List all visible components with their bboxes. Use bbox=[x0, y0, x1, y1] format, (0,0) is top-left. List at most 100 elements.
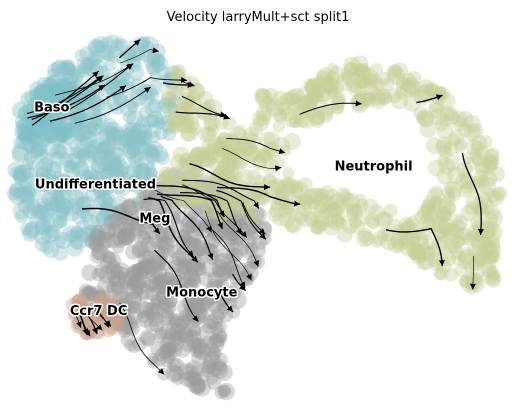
cell-point bbox=[125, 266, 142, 283]
cell-point bbox=[6, 186, 22, 201]
cell-point bbox=[367, 88, 385, 106]
cell-point bbox=[187, 372, 202, 387]
cell-point bbox=[206, 194, 220, 208]
cell-point bbox=[126, 132, 141, 148]
cell-point bbox=[213, 352, 228, 368]
cell-point bbox=[176, 257, 193, 275]
cell-point bbox=[214, 320, 227, 334]
cell-point bbox=[425, 81, 439, 96]
cell-point bbox=[153, 117, 166, 130]
streamline bbox=[63, 63, 134, 114]
cell-point bbox=[143, 316, 159, 332]
streamline-arrowhead bbox=[439, 260, 445, 267]
cell-point bbox=[321, 103, 334, 116]
cell-point bbox=[417, 204, 434, 222]
cell-point bbox=[179, 112, 195, 128]
cell-point bbox=[307, 89, 323, 105]
cell-point bbox=[111, 317, 126, 332]
streamline-arrowhead bbox=[144, 87, 151, 93]
cell-point bbox=[89, 40, 103, 54]
cell-point bbox=[157, 173, 173, 189]
cell-point bbox=[233, 156, 247, 170]
cell-point bbox=[65, 229, 78, 242]
cell-point bbox=[437, 154, 450, 168]
cell-point bbox=[191, 195, 207, 211]
streamline-arrowhead bbox=[240, 231, 247, 238]
cell-point bbox=[150, 53, 165, 68]
cell-point bbox=[433, 212, 447, 226]
streamline bbox=[242, 202, 266, 235]
cell-point bbox=[326, 70, 340, 84]
cell-point bbox=[157, 236, 174, 253]
cell-point bbox=[188, 150, 205, 167]
cell-point bbox=[92, 112, 108, 128]
cell-point bbox=[63, 160, 78, 174]
cell-point bbox=[150, 145, 168, 163]
cell-point bbox=[184, 370, 197, 383]
cell-point bbox=[122, 199, 138, 216]
cell-point bbox=[174, 315, 191, 331]
cell-point bbox=[222, 164, 240, 181]
cell-point bbox=[485, 265, 499, 278]
streamline-arrowhead bbox=[92, 327, 98, 335]
cell-point bbox=[215, 364, 233, 382]
cell-point bbox=[355, 64, 371, 80]
cell-point bbox=[227, 198, 244, 214]
cell-point bbox=[270, 199, 283, 212]
cell-point bbox=[219, 308, 233, 323]
cell-point bbox=[167, 244, 180, 258]
cell-point bbox=[53, 189, 68, 203]
cell-point bbox=[312, 75, 326, 89]
cell-point bbox=[485, 204, 501, 220]
cell-point bbox=[195, 182, 209, 196]
cell-point bbox=[206, 280, 224, 299]
cell-point bbox=[283, 111, 300, 128]
cell-point bbox=[55, 141, 73, 159]
cell-point bbox=[212, 327, 227, 343]
cell-point bbox=[171, 318, 187, 334]
cell-point bbox=[377, 228, 390, 241]
cell-point bbox=[152, 274, 168, 290]
cell-point bbox=[95, 211, 114, 230]
cell-point bbox=[440, 250, 457, 267]
cell-point bbox=[94, 39, 107, 53]
cell-point bbox=[206, 335, 225, 354]
cell-point bbox=[351, 93, 367, 109]
cell-point bbox=[215, 143, 229, 158]
cell-point bbox=[58, 59, 75, 76]
cell-point bbox=[23, 103, 36, 117]
cell-point bbox=[445, 181, 463, 198]
cell-point bbox=[306, 77, 321, 92]
cell-point bbox=[113, 70, 130, 87]
cell-point bbox=[45, 79, 61, 95]
cell-point bbox=[161, 332, 177, 348]
cell-point bbox=[416, 110, 430, 125]
cell-point bbox=[26, 123, 39, 137]
cell-point bbox=[464, 276, 479, 291]
cell-point bbox=[183, 269, 201, 287]
cell-point bbox=[73, 128, 87, 142]
cell-point bbox=[196, 293, 214, 310]
cell-point bbox=[303, 78, 316, 92]
cell-point bbox=[35, 128, 49, 141]
cell-point bbox=[88, 238, 102, 252]
streamline-arrowhead bbox=[264, 184, 271, 190]
streamline-arrowhead bbox=[206, 225, 212, 233]
cell-point bbox=[69, 68, 82, 81]
cell-point bbox=[117, 136, 133, 153]
cell-point bbox=[434, 205, 453, 224]
cell-point bbox=[74, 49, 88, 62]
cell-point bbox=[447, 187, 462, 202]
cell-point bbox=[157, 213, 170, 227]
cell-point bbox=[145, 302, 160, 317]
cell-point bbox=[131, 243, 146, 259]
cell-point bbox=[167, 111, 184, 128]
cell-point bbox=[94, 141, 111, 158]
cell-point bbox=[458, 184, 473, 198]
cell-point bbox=[278, 203, 294, 219]
streamline bbox=[299, 102, 362, 115]
cell-point bbox=[330, 213, 345, 228]
cell-point bbox=[483, 153, 500, 170]
cell-point bbox=[203, 314, 219, 330]
cell-point bbox=[161, 120, 176, 135]
